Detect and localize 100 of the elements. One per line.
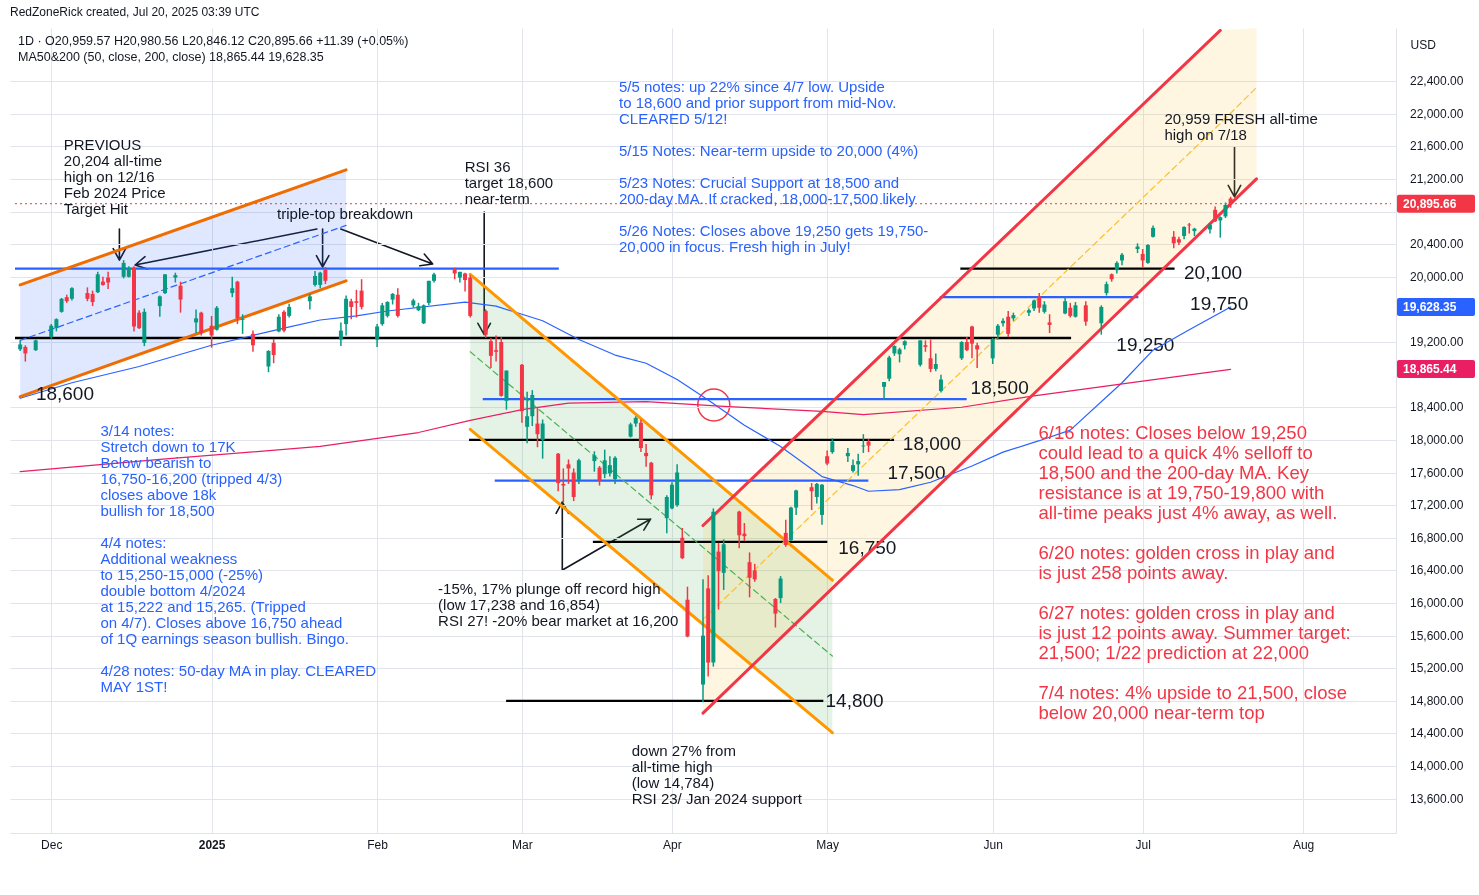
annotation: RSI 36 target 18,600 near-term bbox=[464, 158, 554, 207]
annotation: 5/15 Notes: Near-term upside to 20,000 (4%) bbox=[618, 142, 919, 159]
candlestick bbox=[359, 278, 364, 311]
annotation: 6/27 notes: golden cross in play and is just 12 points away. Summer target: 21,500; 1/22 prediction at 22,000 bbox=[1038, 602, 1351, 663]
candlestick bbox=[100, 276, 105, 287]
candlestick bbox=[194, 308, 199, 334]
candlestick bbox=[380, 302, 385, 327]
ref-line-label: 18,000 bbox=[902, 432, 961, 454]
candlestick bbox=[933, 352, 938, 373]
candlestick bbox=[882, 381, 887, 401]
y-tick-label: 16,400.00 bbox=[1410, 563, 1464, 578]
candlestick bbox=[975, 342, 980, 369]
candlestick bbox=[969, 324, 974, 360]
y-tick-label: 17,600.00 bbox=[1410, 465, 1464, 480]
candlestick bbox=[1145, 243, 1150, 265]
x-tick-label: Feb bbox=[367, 837, 389, 852]
y-tick-label: 14,000.00 bbox=[1410, 759, 1464, 774]
y-tick-label: 14,800.00 bbox=[1410, 693, 1464, 708]
candlestick bbox=[483, 308, 488, 339]
candlestick bbox=[421, 303, 426, 325]
candlestick bbox=[1047, 313, 1052, 334]
y-tick-label: 22,000.00 bbox=[1410, 106, 1464, 121]
candlestick bbox=[214, 305, 219, 332]
candlestick bbox=[163, 273, 168, 295]
x-tick-label: Mar bbox=[512, 837, 533, 852]
ref-line-label: 19,750 bbox=[1190, 293, 1249, 315]
annotation: PREVIOUS 20,204 all-time high on 12/16 Feb 2024 Price Target Hit bbox=[63, 136, 166, 217]
text: 19,628.35 bbox=[1403, 300, 1457, 314]
candlestick bbox=[809, 482, 814, 511]
y-tick-label: 17,200.00 bbox=[1410, 498, 1464, 513]
text: RedZoneRick created, Jul 20, 2025 03:39 UTC bbox=[10, 5, 260, 19]
x-tick-label: Apr bbox=[663, 837, 682, 852]
x-tick-label: May bbox=[816, 837, 839, 852]
y-tick-label: 16,000.00 bbox=[1410, 596, 1464, 610]
candlestick bbox=[845, 447, 850, 463]
y-tick-label: 19,200.00 bbox=[1410, 335, 1464, 350]
candlestick bbox=[281, 309, 286, 333]
annotation: 5/5 notes: up 22% since 4/7 low. Upside to 18,600 and prior support from mid-Nov. CLEARED 5/12! bbox=[618, 78, 897, 127]
candlestick bbox=[178, 280, 183, 314]
y-tick-label: 20,000.00 bbox=[1410, 269, 1464, 284]
candlestick bbox=[375, 323, 380, 348]
candlestick bbox=[716, 541, 721, 611]
ref-line-label: 20,100 bbox=[1184, 261, 1243, 283]
candlestick bbox=[783, 519, 788, 548]
ref-line-label: 20,895.66 bbox=[1403, 196, 1457, 211]
candlestick bbox=[250, 329, 255, 353]
text: 18,865.44 bbox=[1403, 362, 1457, 376]
ref-line-label: 18,500 bbox=[970, 377, 1029, 399]
text: MA50&200 (50, close, 200, close) 18,865.44 19,628.35 bbox=[18, 50, 324, 64]
candlestick bbox=[576, 457, 581, 485]
annotation: 18,600 bbox=[35, 383, 95, 404]
candlestick bbox=[95, 271, 100, 294]
candlestick bbox=[1037, 292, 1042, 314]
annotation: 5/26 Notes: Closes above 19,250 gets 19,750- 20,000 in focus. Fresh high in July! bbox=[618, 222, 929, 255]
candlestick bbox=[778, 575, 783, 604]
candlestick bbox=[928, 338, 933, 373]
x-tick-label: Jul bbox=[1135, 837, 1151, 852]
candlestick bbox=[1006, 310, 1011, 338]
candlestick bbox=[856, 452, 861, 477]
y-tick-label: 21,200.00 bbox=[1410, 171, 1464, 186]
y-tick-label: 18,000.00 bbox=[1410, 432, 1464, 447]
annotation: 20,959 FRESH all-time high on 7/18 bbox=[1164, 110, 1318, 143]
y-tick-label: 18,400.00 bbox=[1410, 400, 1464, 415]
annotation: 4/4 notes: Additional weakness to 15,250-15,000 (-25%) double bottom 4/2024 at 15,222 and 15,265. (Tripped on 4/7). Closes above 16,750 ahead of 1Q earnings season bullish. Bingo. bbox=[100, 534, 349, 647]
annotation: triple-top breakdown bbox=[277, 205, 413, 222]
candlestick bbox=[271, 337, 276, 364]
candlestick bbox=[794, 488, 799, 516]
candlestick bbox=[426, 280, 431, 307]
y-tick-label: 21,600.00 bbox=[1410, 139, 1464, 154]
candlestick bbox=[592, 450, 597, 473]
candlestick bbox=[887, 355, 892, 382]
candlestick bbox=[395, 287, 400, 319]
candlestick bbox=[566, 458, 571, 485]
candlestick bbox=[773, 597, 778, 629]
candlestick bbox=[230, 276, 235, 298]
candlestick bbox=[680, 527, 685, 560]
annotation: 6/20 notes: golden cross in play and is just 258 points away. bbox=[1038, 542, 1335, 583]
annotation: down 27% from all-time high (low 14,784) RSI 23/ Jan 2024 support bbox=[631, 742, 803, 807]
x-tick-label: Dec bbox=[41, 837, 63, 852]
y-tick-label: 16,800.00 bbox=[1410, 530, 1464, 545]
annotation: 7/4 notes: 4% upside to 21,500, close below 20,000 near-term top bbox=[1038, 682, 1348, 723]
candlestick bbox=[199, 311, 204, 337]
candlestick bbox=[990, 337, 995, 365]
y-axis-title: USD bbox=[1410, 37, 1437, 52]
x-tick-label: Aug bbox=[1292, 837, 1315, 852]
candlestick bbox=[525, 391, 530, 444]
ref-line-label: 17,500 bbox=[887, 461, 946, 483]
candlestick bbox=[1083, 300, 1088, 327]
y-tick-label: 15,600.00 bbox=[1410, 628, 1464, 643]
y-tick-label: 14,400.00 bbox=[1410, 726, 1464, 741]
chart-title: 1D · O20,959.57 H20,980.56 L20,846.12 C20,895.66 +11.39 (+0.05%) bbox=[18, 34, 409, 48]
y-tick-label: 13,600.00 bbox=[1410, 791, 1464, 806]
candlestick bbox=[644, 443, 649, 468]
y-tick-label: 22,400.00 bbox=[1410, 74, 1464, 89]
candlestick bbox=[1099, 304, 1104, 336]
candlestick bbox=[737, 510, 742, 550]
candlestick bbox=[1218, 215, 1223, 239]
candlestick bbox=[209, 315, 214, 349]
annotation: 4/28 notes: 50-day MA in play. CLEARED MAY 1ST! bbox=[100, 662, 377, 695]
y-tick-label: 20,400.00 bbox=[1410, 237, 1464, 252]
